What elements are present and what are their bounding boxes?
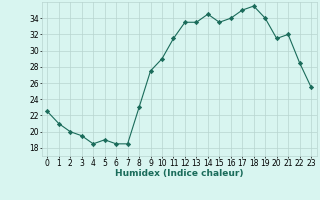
X-axis label: Humidex (Indice chaleur): Humidex (Indice chaleur) [115,169,244,178]
